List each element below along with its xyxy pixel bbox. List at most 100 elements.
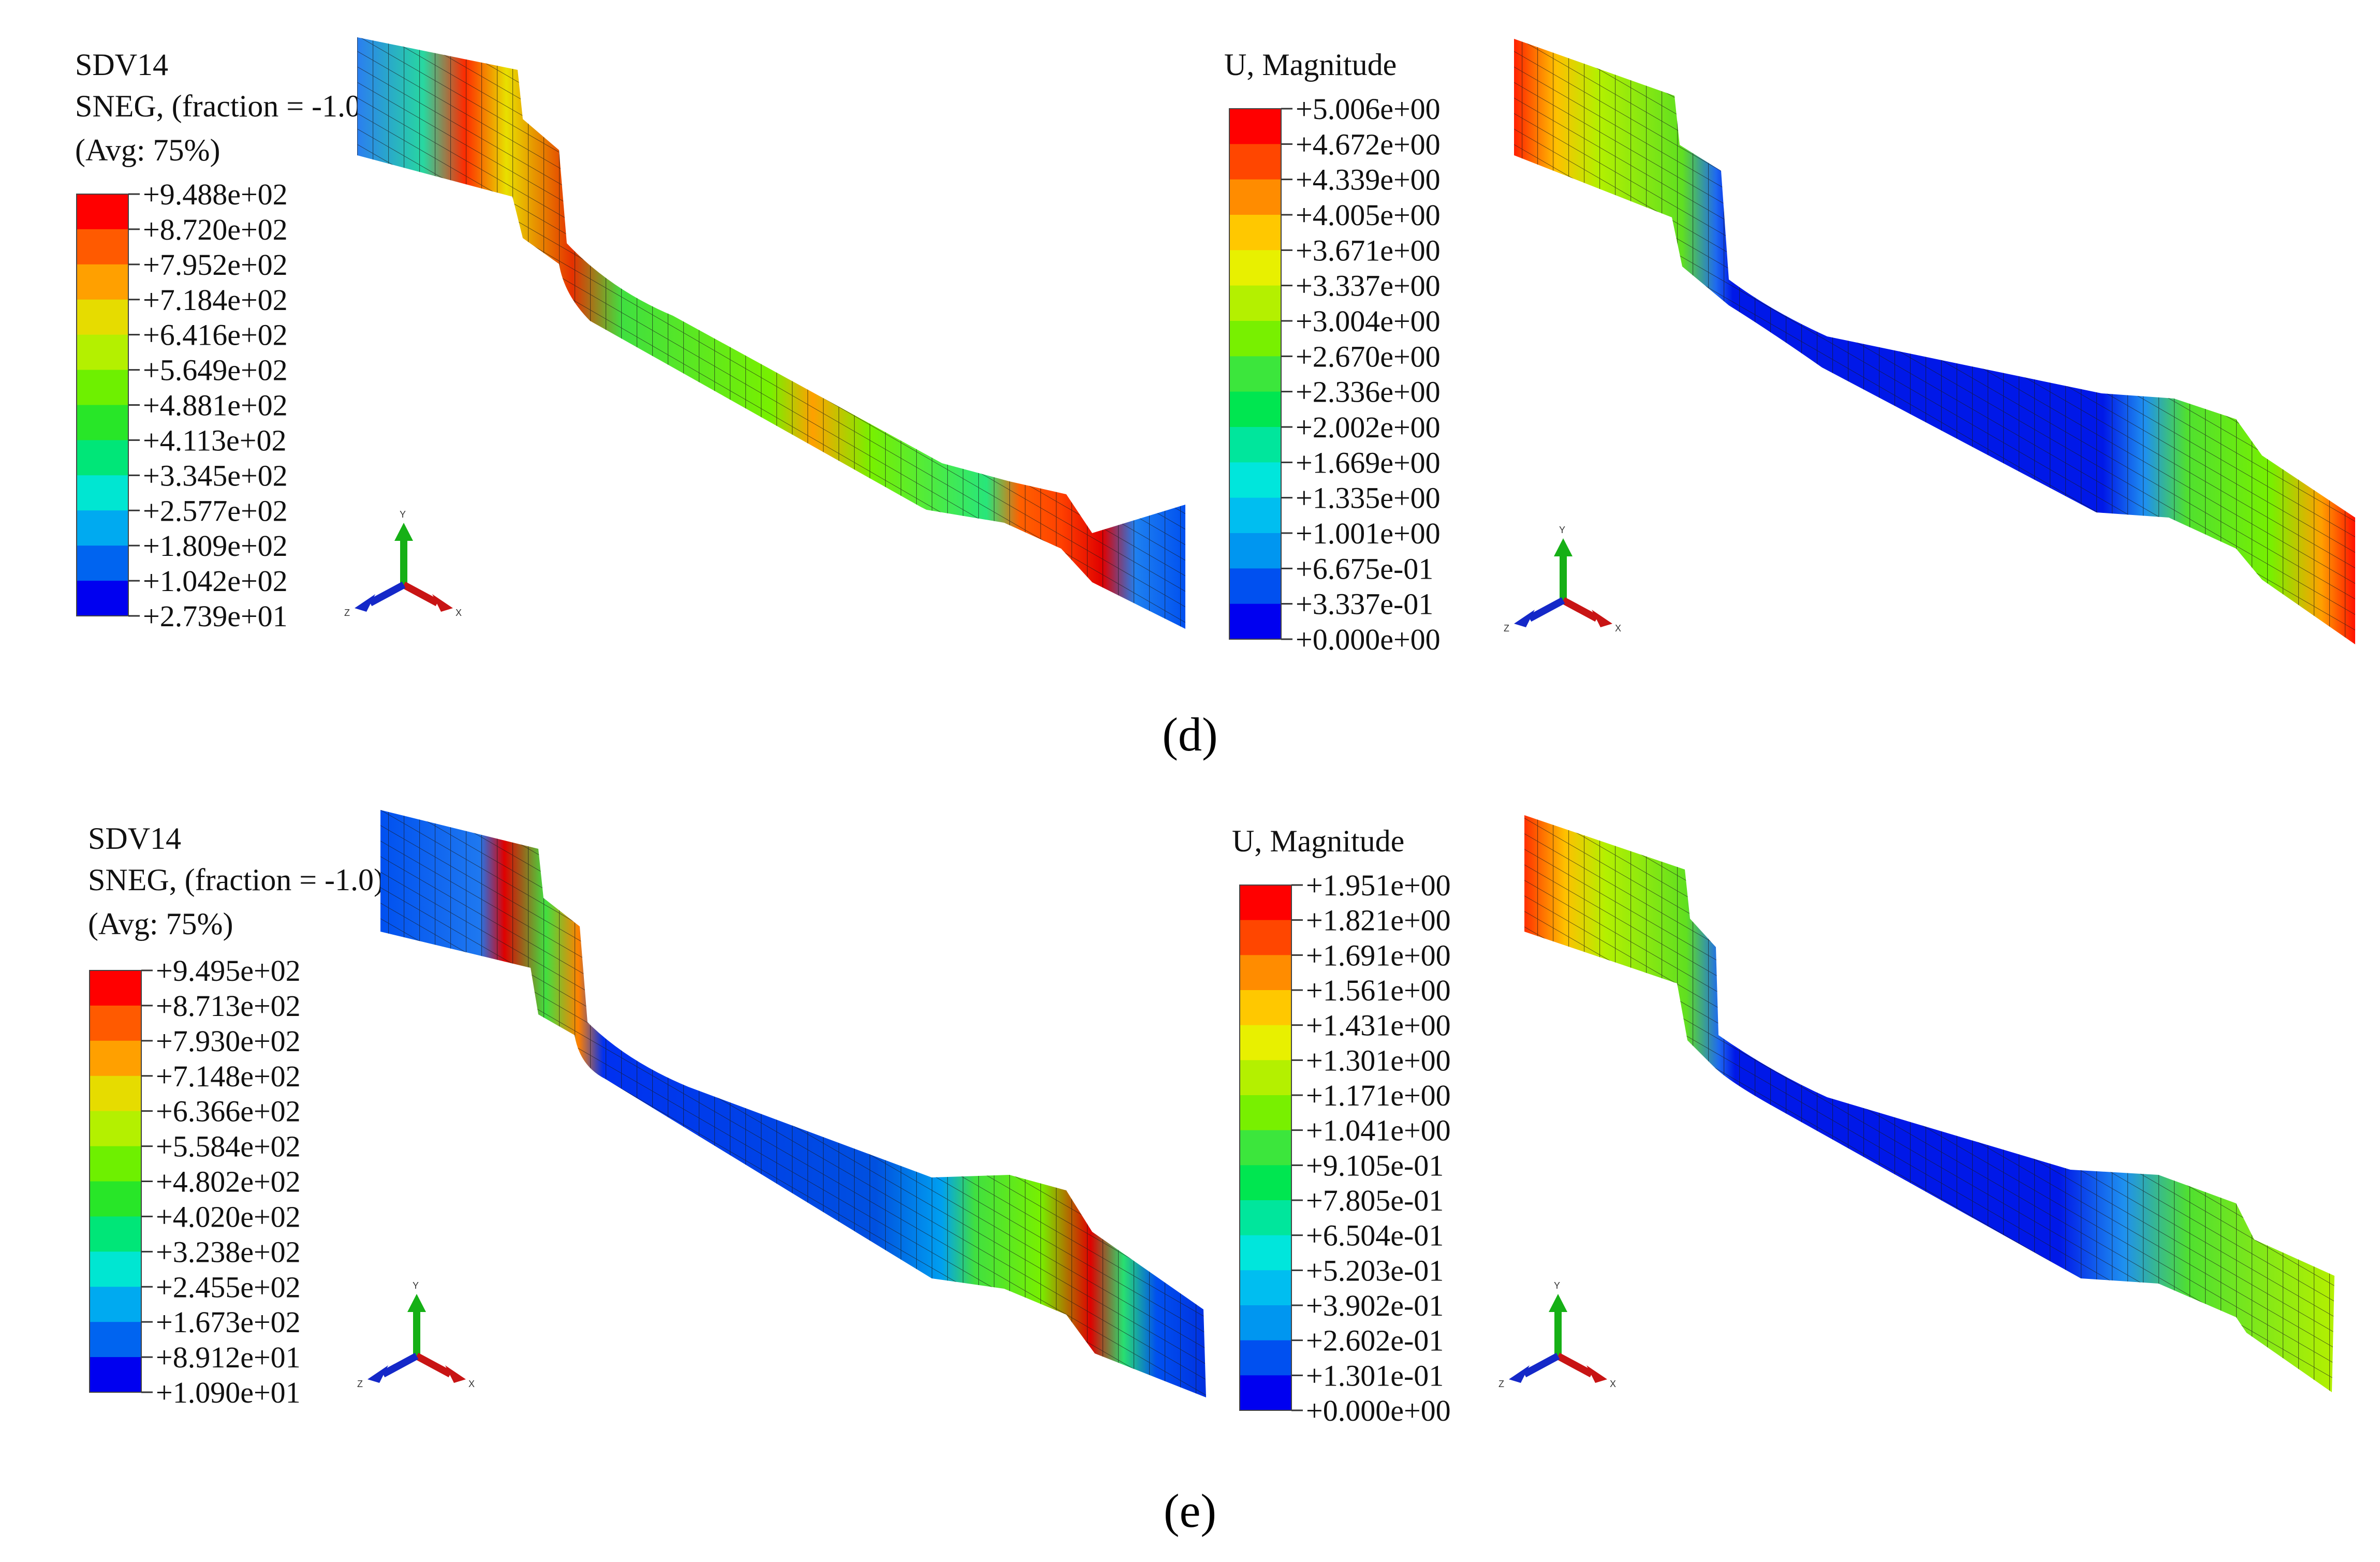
colorbar-band [1229,179,1281,215]
colorbar-band [77,229,128,265]
z-axis-arrow [381,1352,419,1378]
y-axis-letter: Y [413,1280,419,1291]
beam-mesh [357,37,1185,629]
colorbar-band [1229,321,1281,357]
z-axis-head [368,1365,388,1383]
colorbar-band [1240,955,1291,991]
colorbar-band [1229,356,1281,392]
x-axis-letter: X [456,608,462,618]
colorbar-tick-label: +6.366e+02 [156,1095,301,1128]
colorbar-tick-label: +2.602e-01 [1306,1324,1444,1358]
colorbar-band [77,194,128,230]
y-axis-head [1549,1294,1567,1312]
x-axis-arrow [415,1352,452,1378]
x-axis-letter: X [1615,623,1621,633]
colorbar-band [90,1287,141,1322]
colorbar-tick-label: +6.675e-01 [1296,552,1433,585]
y-axis-head [394,523,413,541]
colorbar-tick-label: +7.184e+02 [143,283,288,317]
colorbar-tick-label: +6.504e-01 [1306,1219,1444,1252]
z-axis-letter: Z [1504,623,1509,633]
y-axis-letter: Y [1559,525,1565,535]
colorbar-band [1229,427,1281,463]
legend-title-line: SDV14 [75,48,168,82]
axis-triad: Y X Z [357,1280,475,1389]
z-axis-head [1514,610,1535,627]
caption-e: (e) [1164,1484,1216,1537]
colorbar-tick-label: +1.673e+02 [156,1305,301,1339]
colorbar-band [1240,1340,1291,1376]
colorbar-tick-label: +1.821e+00 [1306,904,1451,937]
colorbar-tick-label: +3.902e-01 [1306,1289,1444,1322]
colorbar-tick-label: +1.090e+01 [156,1376,301,1409]
colorbar-band [77,264,128,300]
colorbar-band [1240,1130,1291,1166]
colorbar-tick-label: +4.339e+00 [1296,163,1441,197]
beam-mesh [380,810,1206,1397]
colorbar-band [1240,1270,1291,1306]
colorbar-band [90,1146,141,1182]
legend-title-line: (Avg: 75%) [75,133,221,167]
colorbar-band [77,546,128,581]
legend-title-line: (Avg: 75%) [88,907,233,941]
colorbar-band [90,1111,141,1147]
colorbar-outline [1239,885,1292,1411]
colorbar-tick-label: +8.720e+02 [143,213,288,246]
y-axis-letter: Y [400,509,406,520]
x-axis-head [1592,610,1612,627]
colorbar-tick-label: +7.805e-01 [1306,1184,1444,1217]
colorbar-tick-label: +3.337e+00 [1296,269,1441,303]
colorbar-band [1229,603,1281,640]
fe-plot-displacement-e: Y X Z [1498,815,2334,1392]
colorbar-band [90,1322,141,1358]
colorbar-tick-label: +4.881e+02 [143,389,288,422]
colorbar-band [1229,285,1281,321]
colorbar-band [90,1181,141,1217]
colorbar-tick-label: +8.912e+01 [156,1340,301,1374]
legend-title-line: SDV14 [88,821,181,856]
colorbar-tick-label: +4.020e+02 [156,1200,301,1233]
colorbar-tick-label: +0.000e+00 [1296,623,1441,656]
colorbar-tick-label: +2.670e+00 [1296,340,1441,373]
colorbar-band [1229,215,1281,250]
colorbar-tick-label: +1.809e+02 [143,529,288,563]
colorbar-tick-label: +1.691e+00 [1306,938,1451,972]
colorbar-tick-label: +1.041e+00 [1306,1114,1451,1147]
legend-e-right: U, Magnitude +1.951e+00+1.821e+00+1.691e… [1232,824,1451,1427]
colorbar-band [1240,1235,1291,1271]
colorbar-band [77,440,128,476]
colorbar-band [1229,533,1281,569]
z-axis-letter: Z [1498,1379,1504,1389]
y-axis-letter: Y [1554,1280,1560,1291]
colorbar-band [1229,250,1281,286]
x-axis-letter: X [468,1379,475,1389]
beam-mesh [1524,815,2334,1392]
z-axis-arrow [1527,597,1565,622]
colorbar-band [1240,920,1291,955]
legend-title-line: SNEG, (fraction = -1.0) [75,89,371,123]
colorbar-band [90,1216,141,1252]
axis-triad: Y X Z [1504,525,1621,633]
colorbar-tick-label: +2.577e+02 [143,494,288,527]
colorbar-tick-label: +4.802e+02 [156,1165,301,1199]
colorbar-tick-label: +1.042e+02 [143,564,288,598]
colorbar-tick-label: +5.649e+02 [143,353,288,387]
fe-plot-stress-d: Y X Z [344,37,1185,629]
colorbar-band [1240,1095,1291,1131]
colorbar-band [1229,144,1281,180]
x-axis-head [432,594,453,612]
x-axis-head [1586,1365,1607,1383]
colorbar-outline [1229,108,1282,640]
colorbar-band [77,475,128,511]
x-axis-head [445,1365,466,1383]
colorbar-tick-label: +2.455e+02 [156,1270,301,1304]
colorbar-band [1240,1025,1291,1060]
colorbar-tick-label: +2.336e+00 [1296,375,1441,409]
colorbar-tick-label: +9.488e+02 [143,178,288,211]
colorbar-tick-label: +0.000e+00 [1306,1394,1451,1427]
colorbar: +9.488e+02+8.720e+02+7.952e+02+7.184e+02… [76,178,288,633]
colorbar-band [90,1075,141,1112]
colorbar-tick-label: +7.952e+02 [143,248,288,282]
colorbar-band [1240,1060,1291,1096]
